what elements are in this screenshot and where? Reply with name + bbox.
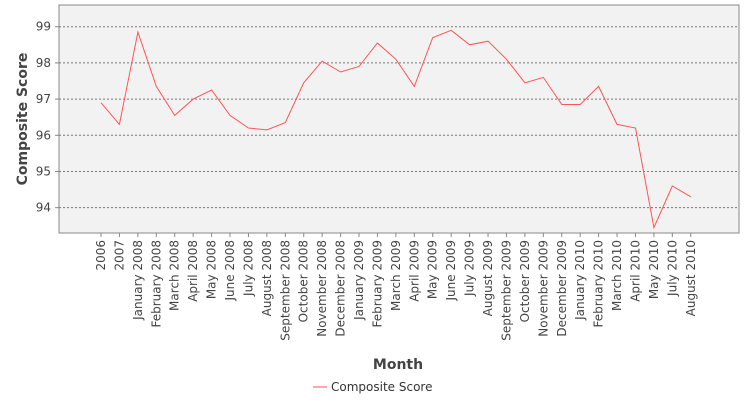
x-tick-label: May 2008 [205,240,219,299]
x-tick-label: April 2009 [407,240,421,302]
x-tick-label: March 2008 [168,240,182,311]
x-tick-label: July 2010 [665,240,679,297]
plot-background [58,4,740,234]
x-tick-label: November 2008 [315,240,329,337]
x-tick-label: July 2008 [241,240,255,297]
x-tick-label: May 2009 [426,240,440,299]
x-axis-title: Month [373,357,423,373]
x-tick-label: September 2009 [499,240,513,341]
series-line [100,29,692,230]
y-tick-label: 97 [36,92,51,106]
x-tick-label: August 2008 [260,240,274,316]
x-tick-label: May 2010 [647,240,661,299]
x-tick-label: January 2009 [352,240,366,321]
x-tick-label: 2006 [94,240,108,271]
x-tick-label: October 2008 [297,240,311,322]
legend: Composite Score [313,380,432,394]
x-tick-label: November 2009 [536,240,550,337]
x-tick-label: January 2010 [573,240,587,321]
x-tick-label: December 2008 [334,240,348,337]
x-tick-label: June 2009 [444,240,458,302]
y-tick-label: 94 [36,201,51,215]
y-tick-label: 95 [36,164,51,178]
y-tick-label: 96 [36,128,51,142]
y-tick-label: 98 [36,56,51,70]
x-tick-label: June 2008 [223,240,237,302]
x-tick-label: February 2008 [149,240,163,328]
x-tick-label: February 2009 [370,240,384,328]
x-tick-label: 2007 [112,240,126,271]
x-tick-label: April 2008 [186,240,200,302]
x-tick-label: January 2008 [131,240,145,321]
x-tick-label: August 2010 [684,240,698,316]
grid-lines [59,26,739,209]
x-axis: 2006 2007 January 2008 February 2008 March 2… [94,233,698,341]
x-tick-label: July 2009 [463,240,477,297]
x-tick-label: March 2010 [610,240,624,311]
y-axis-title: Composite Score [15,53,31,186]
x-tick-label: March 2009 [389,240,403,311]
legend-label: Composite Score [331,380,432,394]
x-tick-label: August 2009 [481,240,495,316]
x-tick-label: April 2010 [628,240,642,302]
y-tick-label: 99 [36,20,51,34]
x-tick-label: September 2008 [278,240,292,341]
x-tick-label: October 2009 [518,240,532,322]
x-tick-label: December 2009 [555,240,569,337]
y-axis: 94 95 96 97 98 99 [36,20,59,215]
series-layer [100,29,692,230]
x-tick-label: February 2010 [592,240,606,328]
